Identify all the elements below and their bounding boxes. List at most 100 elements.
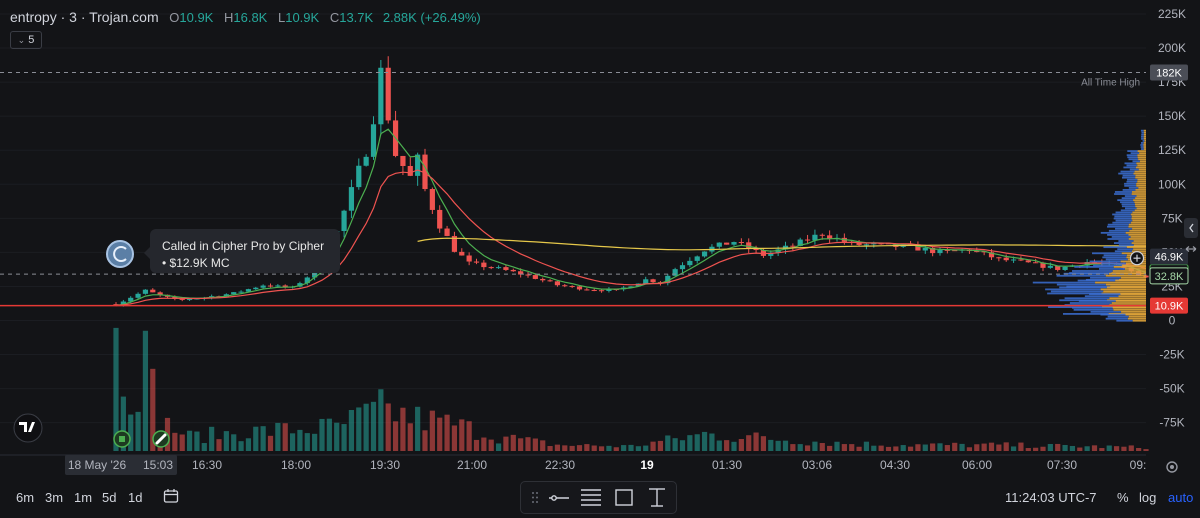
candle bbox=[186, 299, 193, 301]
scale-arrows-icon[interactable] bbox=[1185, 246, 1197, 252]
candle bbox=[974, 251, 980, 253]
candle bbox=[863, 244, 870, 246]
settings-gear-icon[interactable] bbox=[1166, 461, 1178, 473]
candle bbox=[672, 269, 678, 276]
volume-profile-bar bbox=[1127, 178, 1138, 181]
volume-bar bbox=[481, 437, 487, 451]
candle bbox=[797, 239, 803, 246]
volume-bar bbox=[312, 433, 318, 451]
candle bbox=[804, 239, 811, 241]
timeframe-6m[interactable]: 6m bbox=[16, 490, 35, 505]
volume-profile-bar bbox=[1124, 184, 1137, 187]
candle bbox=[363, 156, 369, 166]
volume-profile-bar bbox=[1077, 279, 1116, 282]
candle bbox=[1010, 259, 1017, 261]
price-tag bbox=[1149, 267, 1189, 285]
collapse-panel-icon[interactable] bbox=[1184, 218, 1198, 238]
volume-profile-bar bbox=[1128, 186, 1139, 189]
pill-marker-icon[interactable] bbox=[152, 430, 170, 448]
measure-icon[interactable] bbox=[649, 488, 665, 507]
candle bbox=[790, 245, 796, 247]
date-range-icon[interactable] bbox=[163, 488, 179, 509]
x-tick-label: 22:30 bbox=[545, 458, 575, 472]
volume-bar bbox=[1091, 445, 1098, 451]
volume-profile-bar bbox=[1137, 178, 1146, 181]
timeframe-3m[interactable]: 3m bbox=[45, 490, 64, 505]
volume-bar bbox=[996, 444, 1002, 451]
volume-bar bbox=[635, 446, 641, 451]
candle bbox=[400, 155, 406, 167]
candle bbox=[495, 267, 502, 269]
volume-profile-bar bbox=[1137, 156, 1146, 159]
candle bbox=[473, 261, 480, 263]
volume-profile-bar bbox=[1121, 310, 1146, 313]
timeframe-1m[interactable]: 1m bbox=[74, 490, 93, 505]
volume-bar bbox=[628, 444, 634, 451]
crosshair-plus-icon[interactable] bbox=[1129, 251, 1145, 266]
volume-bar bbox=[569, 445, 575, 451]
volume-profile-bar bbox=[1124, 268, 1146, 270]
symbol-title[interactable]: entropy · 3 · Trojan.com bbox=[10, 9, 159, 25]
fib-levels-icon[interactable] bbox=[581, 489, 601, 506]
candle bbox=[812, 234, 818, 241]
volume-bar bbox=[760, 436, 767, 451]
volume-bar bbox=[1040, 446, 1046, 451]
rectangle-icon[interactable] bbox=[615, 489, 633, 506]
indicators-toggle[interactable]: ⌄ 5 bbox=[10, 31, 42, 49]
vwap-line bbox=[417, 237, 1147, 251]
auto-toggle[interactable]: auto bbox=[1168, 490, 1194, 505]
volume-bar bbox=[591, 445, 597, 451]
volume-profile-bar bbox=[1130, 236, 1146, 238]
timeframe-1d[interactable]: 1d bbox=[128, 490, 143, 505]
volume-bar bbox=[1069, 445, 1076, 451]
volume-bar bbox=[959, 443, 965, 451]
volume-profile-bar bbox=[1111, 236, 1131, 238]
trend-line-icon[interactable] bbox=[549, 495, 569, 501]
tooltip-line1: Called in Cipher Pro by Cipher bbox=[162, 239, 325, 253]
candle bbox=[532, 275, 538, 279]
timeframe-5d[interactable]: 5d bbox=[102, 490, 117, 505]
drag-handle-icon[interactable] bbox=[532, 492, 538, 503]
volume-profile-bar bbox=[1126, 246, 1146, 249]
volume-bar bbox=[289, 433, 296, 451]
volume-bar bbox=[819, 443, 825, 451]
candle bbox=[694, 256, 700, 261]
volume-profile-bar bbox=[1100, 231, 1126, 234]
price-tag bbox=[1150, 297, 1188, 314]
date-highlight bbox=[65, 455, 177, 475]
volume-profile-bar bbox=[1122, 174, 1136, 177]
volume-bar bbox=[128, 414, 134, 451]
volume-bar bbox=[260, 426, 266, 451]
clock[interactable]: 11:24:03 UTC-7 bbox=[1005, 490, 1097, 505]
log-toggle[interactable]: log bbox=[1139, 490, 1157, 505]
candle bbox=[231, 292, 237, 295]
volume-bar bbox=[172, 432, 178, 451]
volume-bar bbox=[1143, 449, 1149, 451]
candle bbox=[657, 282, 664, 284]
candle bbox=[1018, 259, 1024, 261]
chevron-down-icon: ⌄ bbox=[17, 34, 26, 45]
volume-bar bbox=[407, 423, 413, 451]
volume-profile-bar bbox=[1102, 256, 1127, 259]
volume-bar bbox=[930, 443, 936, 451]
ema-fast-line bbox=[115, 128, 1147, 307]
volume-bar bbox=[142, 330, 149, 451]
volume-bar bbox=[871, 445, 877, 451]
high-value: 16.8K bbox=[233, 10, 268, 25]
volume-bar bbox=[1128, 445, 1134, 451]
percent-toggle[interactable]: % bbox=[1117, 490, 1129, 505]
candle bbox=[341, 210, 347, 232]
volume-profile-bar bbox=[1143, 137, 1146, 140]
volume-profile-bar bbox=[1103, 254, 1127, 257]
volume-profile-bar bbox=[1137, 154, 1146, 157]
trade-marker-icon[interactable] bbox=[113, 430, 131, 448]
volume-bar bbox=[1018, 442, 1024, 451]
volume-bar bbox=[812, 441, 818, 451]
low-label: L bbox=[277, 10, 286, 25]
volume-bar bbox=[326, 418, 332, 451]
cipher-call-badge-icon[interactable] bbox=[106, 240, 134, 268]
candle bbox=[407, 166, 413, 176]
volume-bar bbox=[495, 443, 502, 451]
candle bbox=[701, 251, 708, 257]
